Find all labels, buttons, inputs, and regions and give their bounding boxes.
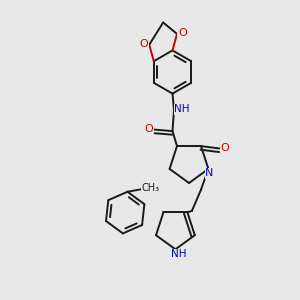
Text: NH: NH <box>171 249 187 259</box>
Text: NH: NH <box>174 104 190 114</box>
Text: N: N <box>205 168 214 178</box>
Text: CH₃: CH₃ <box>142 184 160 194</box>
Text: O: O <box>178 28 187 38</box>
Text: O: O <box>220 143 230 153</box>
Text: O: O <box>140 39 148 49</box>
Text: O: O <box>145 124 154 134</box>
